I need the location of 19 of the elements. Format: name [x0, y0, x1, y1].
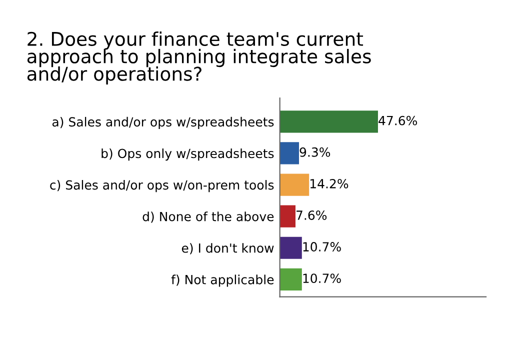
y-tick-label: a) Sales and/or ops w/spreadsheets — [52, 116, 274, 130]
data-label: 10.7% — [303, 274, 341, 284]
y-tick-label: e) I don't know — [182, 243, 274, 254]
bar — [280, 236, 302, 259]
data-label: 10.7% — [303, 242, 341, 252]
bar — [280, 174, 310, 196]
bar — [280, 110, 378, 133]
data-label: 7.6% — [296, 210, 327, 220]
data-label: 14.2% — [310, 178, 348, 188]
bar — [280, 142, 300, 164]
data-label: 47.6% — [378, 116, 417, 126]
y-tick-label: d) None of the above — [142, 212, 274, 223]
data-label: 9.3% — [300, 147, 330, 157]
bar — [280, 268, 302, 290]
y-tick-label: f) Not applicable — [171, 274, 274, 287]
y-tick-label: b) Ops only w/spreadsheets — [102, 148, 274, 161]
y-tick-label: c) Sales and/or ops w/on-prem tools — [50, 180, 274, 192]
bar — [280, 205, 296, 228]
chart-title: 2. Does your finance team's current approach to planning integrate sales and/or operations? — [27, 31, 371, 84]
